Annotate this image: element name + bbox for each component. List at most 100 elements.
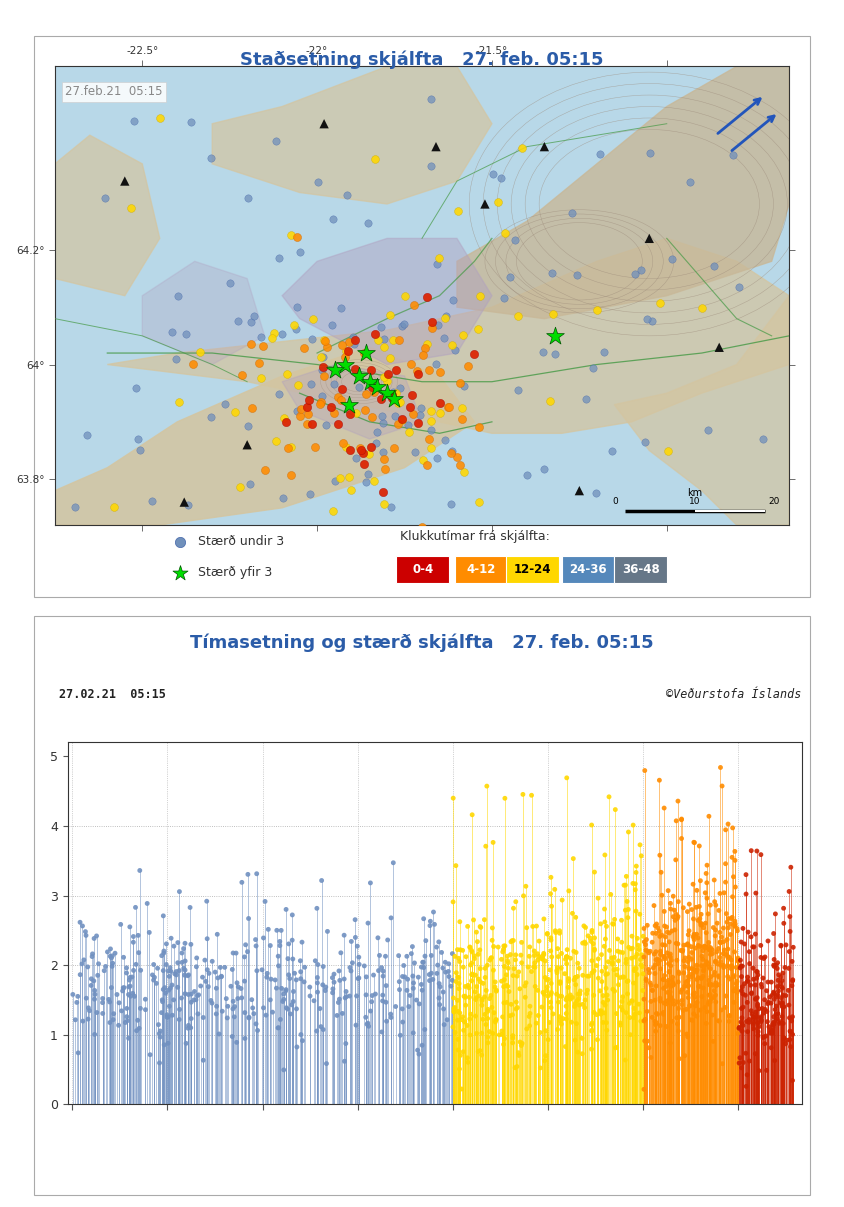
Point — [185, 992, 198, 1011]
Point — [390, 360, 403, 379]
Point — [681, 1027, 695, 1046]
Point — [441, 397, 455, 416]
Point — [316, 957, 330, 976]
Point — [114, 915, 127, 934]
Text: 0: 0 — [612, 497, 618, 506]
Point — [484, 947, 498, 967]
Point — [475, 990, 489, 1009]
Point — [704, 960, 717, 979]
Point — [604, 885, 618, 904]
Point — [178, 934, 192, 954]
Point — [663, 946, 677, 966]
Point — [155, 990, 169, 1009]
Point — [549, 923, 562, 943]
Point — [767, 1015, 781, 1034]
Point — [326, 968, 339, 987]
Point — [730, 972, 744, 991]
Point — [511, 1043, 525, 1062]
Point — [665, 1011, 679, 1031]
Point — [316, 348, 329, 367]
Point — [493, 1025, 506, 1044]
Point — [728, 916, 742, 935]
Point — [287, 981, 300, 1001]
Point — [734, 956, 748, 975]
Point — [231, 989, 245, 1008]
Point — [717, 919, 730, 938]
Point — [377, 337, 391, 356]
Point — [714, 956, 728, 975]
Point — [432, 247, 446, 267]
Point — [235, 873, 249, 892]
Point — [506, 1028, 520, 1048]
Point — [717, 958, 730, 978]
Text: Stærð undir 3: Stærð undir 3 — [198, 535, 284, 548]
Point — [595, 945, 609, 964]
Point — [699, 914, 712, 933]
Point — [402, 422, 415, 442]
Point — [643, 144, 657, 163]
Point — [561, 978, 575, 997]
Point — [290, 228, 304, 247]
Point — [365, 360, 378, 379]
Point — [274, 921, 288, 940]
Point — [528, 976, 542, 996]
Point — [298, 957, 311, 976]
Point — [651, 1004, 664, 1024]
Point — [276, 488, 289, 507]
Point — [756, 1003, 770, 1022]
Point — [365, 992, 378, 1011]
Point — [410, 361, 424, 380]
Point — [540, 925, 554, 944]
Point — [776, 1007, 789, 1026]
Point — [537, 944, 550, 963]
Point — [734, 932, 748, 951]
Point — [587, 986, 600, 1005]
Point — [335, 380, 349, 400]
Point — [672, 1021, 685, 1040]
Point — [677, 935, 690, 955]
Point — [509, 231, 522, 250]
Point — [319, 978, 333, 997]
Point — [550, 961, 564, 980]
Point — [458, 1013, 472, 1032]
Point — [769, 956, 782, 975]
Point — [635, 945, 648, 964]
Point — [749, 1003, 762, 1022]
Point — [644, 992, 657, 1011]
Point — [302, 390, 316, 409]
Point — [619, 1003, 633, 1022]
Point — [676, 941, 690, 961]
Point — [637, 1079, 651, 1098]
Point — [244, 474, 257, 494]
Point — [120, 998, 133, 1018]
Point — [425, 311, 439, 331]
Point — [425, 963, 438, 982]
Point — [472, 492, 485, 512]
Point — [637, 932, 651, 951]
Point — [280, 365, 294, 384]
Point — [587, 928, 601, 947]
Point — [406, 937, 419, 956]
Point — [489, 973, 502, 992]
Point — [698, 956, 711, 975]
Point — [744, 841, 758, 861]
Point — [157, 906, 170, 926]
Point — [290, 1037, 304, 1056]
Point — [375, 317, 388, 337]
Point — [504, 268, 517, 287]
Point — [650, 915, 663, 934]
Point — [361, 214, 375, 233]
Point — [455, 1079, 468, 1098]
Point — [699, 884, 712, 903]
Point — [766, 1015, 780, 1034]
Point — [529, 1014, 543, 1033]
Point — [731, 949, 744, 968]
Point — [295, 1031, 309, 1050]
Point — [669, 811, 683, 830]
Point — [739, 885, 753, 904]
Point — [628, 960, 641, 979]
Point — [357, 444, 371, 463]
Point — [630, 863, 643, 882]
Point — [649, 1015, 663, 1034]
Point — [702, 933, 716, 952]
